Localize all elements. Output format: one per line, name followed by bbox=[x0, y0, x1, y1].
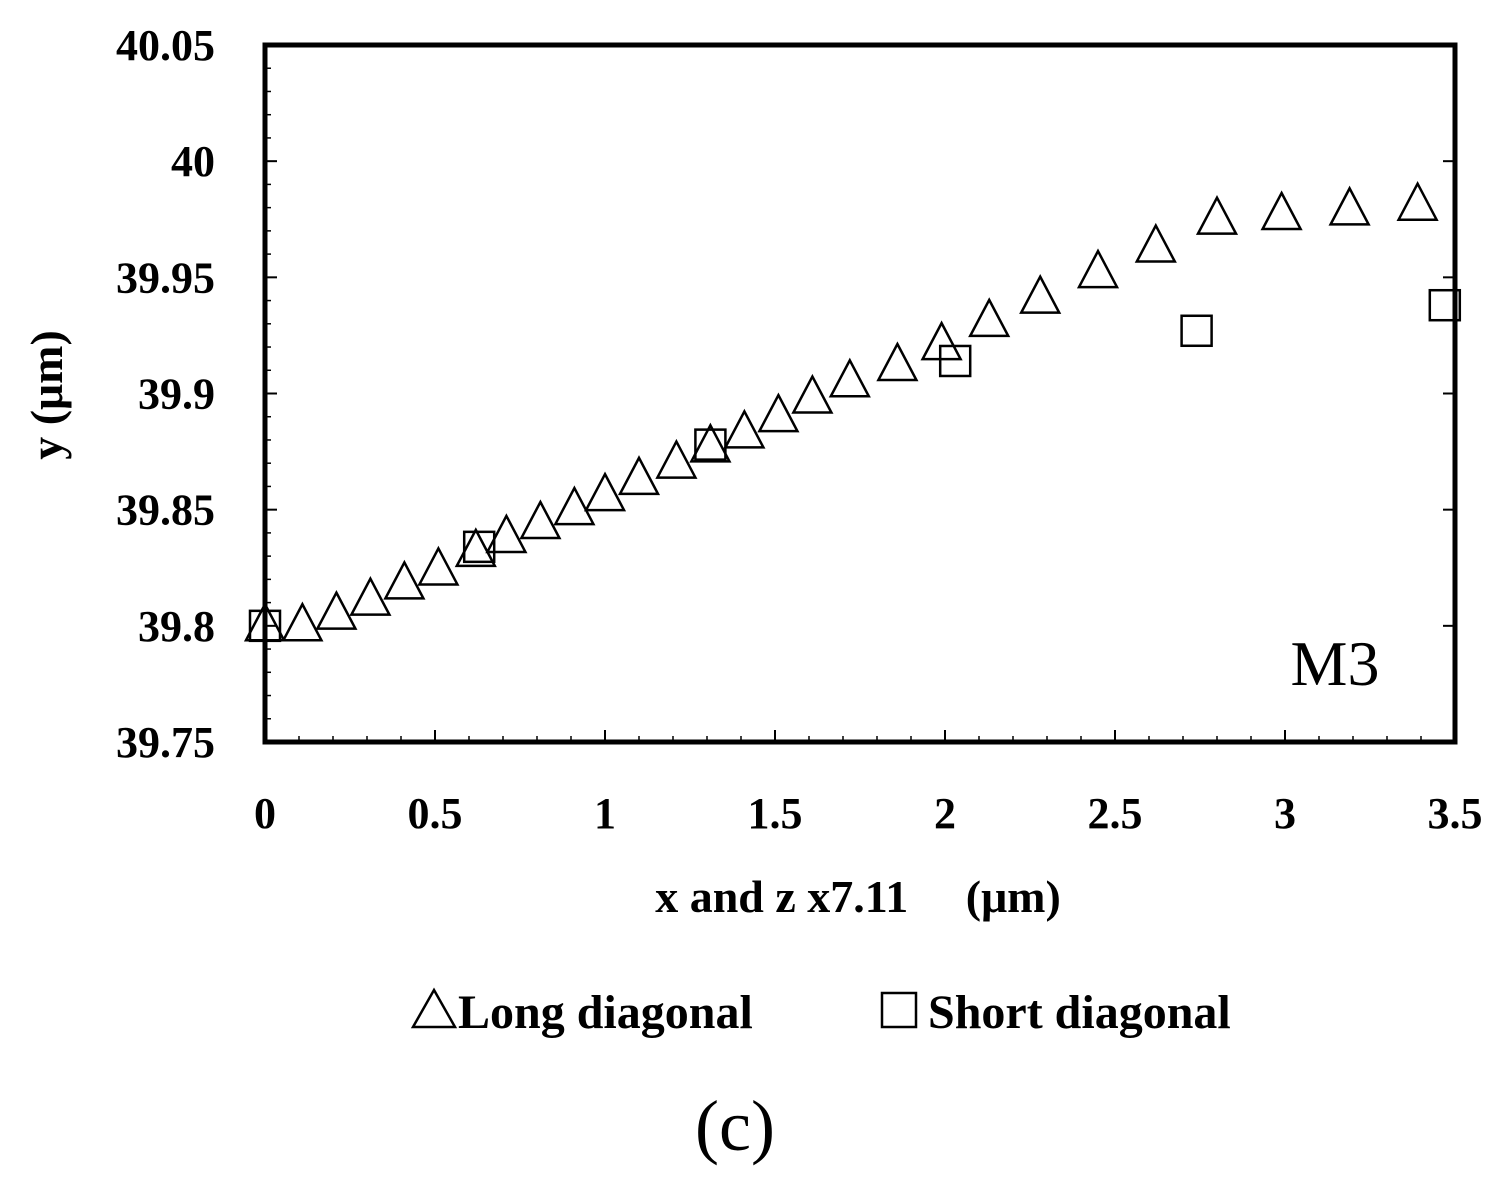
triangle-marker-long-diagonal bbox=[281, 601, 324, 642]
triangle-marker-long-diagonal bbox=[689, 422, 732, 463]
square-marker-short-diagonal bbox=[694, 428, 727, 461]
triangle-marker-long-diagonal bbox=[519, 499, 562, 540]
triangle-marker-long-diagonal bbox=[349, 575, 392, 616]
y-tick-label: 39.9 bbox=[138, 370, 215, 419]
y-tick-label: 39.75 bbox=[116, 718, 215, 767]
triangle-marker-long-diagonal bbox=[1195, 194, 1239, 235]
triangle-marker-long-diagonal bbox=[757, 392, 800, 433]
plot-area-border bbox=[262, 42, 1458, 745]
axis-ticks bbox=[264, 44, 1456, 743]
triangle-marker-long-diagonal bbox=[417, 545, 460, 586]
triangle-marker-long-diagonal bbox=[553, 485, 596, 526]
square-marker-short-diagonal bbox=[1428, 288, 1462, 322]
y-tick-label: 39.85 bbox=[116, 486, 215, 535]
triangle-marker-long-diagonal bbox=[655, 438, 698, 479]
triangle-marker-long-diagonal bbox=[876, 341, 919, 382]
plot-annotation: M3 bbox=[1291, 628, 1380, 699]
square-marker-short-diagonal bbox=[1180, 314, 1213, 348]
y-tick-label: 39.95 bbox=[116, 253, 215, 302]
legend-label-long-diagonal: Long diagonal bbox=[458, 986, 753, 1039]
x-tick-label: 2 bbox=[934, 789, 956, 838]
triangle-marker-long-diagonal bbox=[383, 559, 426, 600]
y-tick-label: 40.05 bbox=[116, 21, 215, 70]
triangle-marker-long-diagonal bbox=[1076, 248, 1120, 289]
triangle-marker-long-diagonal bbox=[968, 297, 1011, 338]
x-tick-label: 0.5 bbox=[408, 789, 463, 838]
triangle-marker-long-diagonal bbox=[315, 589, 358, 630]
x-tick-label: 1.5 bbox=[748, 789, 803, 838]
y-tick-label: 40 bbox=[171, 137, 215, 186]
legend-label-short-diagonal: Short diagonal bbox=[928, 986, 1231, 1039]
square-marker-short-diagonal bbox=[938, 344, 972, 378]
triangle-marker-long-diagonal bbox=[1396, 181, 1439, 221]
data-markers bbox=[243, 181, 1462, 643]
triangle-marker-long-diagonal bbox=[583, 471, 627, 512]
x-tick-label: 2.5 bbox=[1088, 789, 1143, 838]
x-tick-labels: 0 0.5 1 1.5 2 2.5 3 3.5 bbox=[254, 789, 1483, 838]
triangle-marker-long-diagonal bbox=[828, 357, 871, 398]
x-tick-label: 0 bbox=[254, 789, 276, 838]
square-marker-short-diagonal bbox=[462, 530, 496, 564]
y-tick-labels: 39.75 39.8 39.85 39.9 39.95 40 40.05 bbox=[116, 21, 215, 767]
square-marker-short-diagonal bbox=[248, 609, 282, 643]
y-tick-label: 39.8 bbox=[138, 602, 215, 651]
legend: Long diagonal Short diagonal bbox=[410, 986, 1231, 1039]
x-tick-label: 3 bbox=[1274, 789, 1296, 838]
legend-triangle-marker bbox=[410, 987, 458, 1029]
triangle-marker-long-diagonal bbox=[485, 513, 528, 554]
legend-square-marker bbox=[880, 991, 918, 1029]
x-tick-label: 3.5 bbox=[1428, 789, 1483, 838]
triangle-marker-long-diagonal bbox=[791, 373, 834, 414]
triangle-marker-long-diagonal bbox=[920, 320, 963, 361]
triangle-marker-long-diagonal bbox=[1260, 190, 1303, 231]
triangle-marker-long-diagonal bbox=[1019, 273, 1062, 314]
triangle-marker-long-diagonal bbox=[454, 527, 497, 568]
panel-label: (c) bbox=[695, 1086, 775, 1166]
triangle-marker-long-diagonal bbox=[723, 408, 766, 449]
x-tick-label: 1 bbox=[594, 789, 616, 838]
triangle-marker-long-diagonal bbox=[1328, 185, 1371, 226]
triangle-marker-long-diagonal bbox=[1134, 222, 1177, 263]
triangle-marker-long-diagonal bbox=[617, 455, 661, 496]
x-axis-title: x and z x7.11 (μm) bbox=[655, 871, 1061, 922]
y-axis-title: y (μm) bbox=[21, 330, 72, 460]
plot-frame bbox=[262, 42, 1458, 745]
